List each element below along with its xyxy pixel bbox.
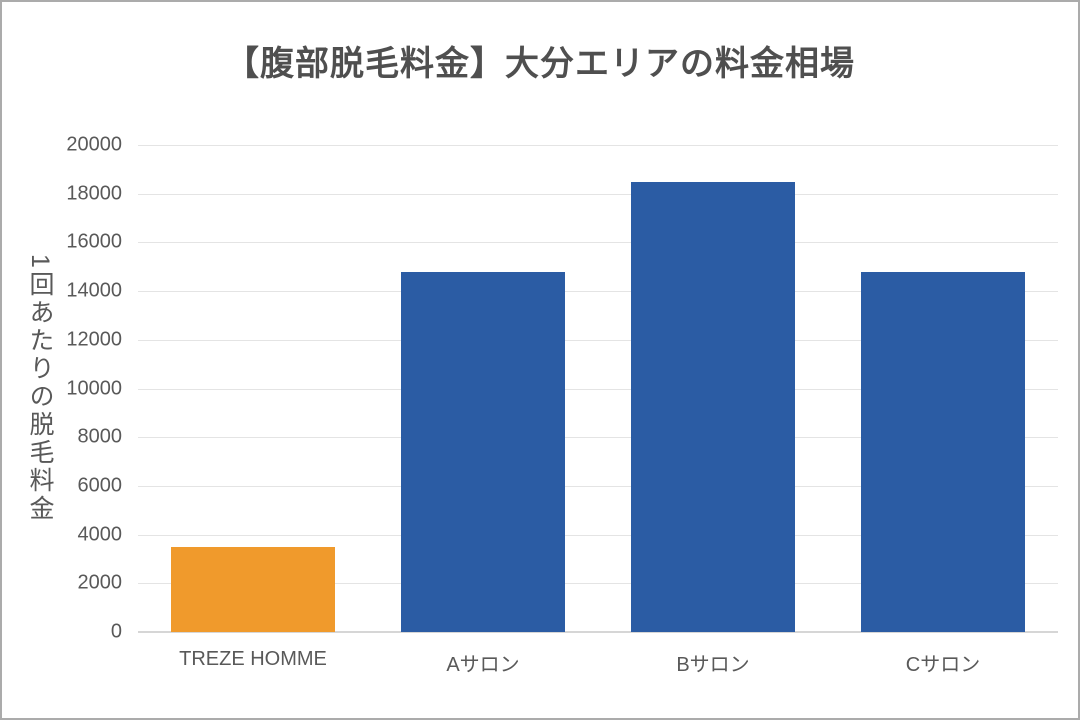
- gridline: [138, 291, 1058, 293]
- bar-aサロン: [401, 271, 565, 632]
- bar-treze-homme: [171, 546, 335, 632]
- gridline: [138, 339, 1058, 341]
- gridline: [138, 388, 1058, 390]
- y-tick-label: 4000: [77, 523, 123, 546]
- gridline: [138, 534, 1058, 536]
- y-tick-label: 6000: [77, 474, 123, 497]
- gridline: [138, 193, 1058, 195]
- y-tick-label: 20000: [66, 133, 122, 156]
- y-tick-label: 12000: [66, 328, 122, 351]
- y-tick-label: 2000: [77, 571, 123, 594]
- y-tick-label: 8000: [77, 425, 123, 448]
- y-tick-label: 0: [110, 620, 122, 643]
- bar-cサロン: [861, 271, 1025, 632]
- x-axis-line: [138, 631, 1058, 633]
- bar-bサロン: [631, 181, 795, 632]
- y-tick-label: 16000: [66, 230, 122, 253]
- gridline: [138, 583, 1058, 585]
- y-axis-title: 1回あたりの脱毛料金: [26, 254, 54, 523]
- x-category-label: Aサロン: [446, 654, 520, 676]
- plot-area: 0 2000 4000 6000 8000 10000 12000 14000 16000 180…: [66, 134, 1058, 676]
- y-tick-label: 10000: [66, 377, 122, 399]
- chart-title: 【腹部脱毛料金】大分エリアの料金相場: [225, 45, 855, 83]
- x-category-label: Cサロン: [905, 654, 981, 676]
- y-tick-label: 18000: [66, 182, 122, 205]
- gridline: [138, 485, 1058, 487]
- x-category-label: Bサロン: [676, 654, 750, 676]
- y-tick-label: 14000: [66, 279, 122, 302]
- gridline: [138, 437, 1058, 439]
- gridline: [138, 242, 1058, 244]
- x-category-label: TREZE HOMME: [179, 648, 327, 670]
- gridline: [138, 145, 1058, 146]
